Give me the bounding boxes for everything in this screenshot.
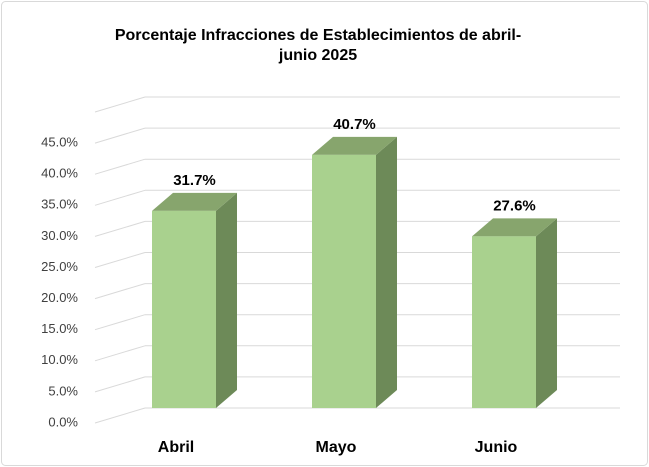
bar-front: [152, 210, 216, 408]
grid-line: [94, 376, 146, 393]
y-tick-label: 45.0%: [41, 135, 78, 150]
bar-front: [312, 154, 376, 408]
bar: [472, 218, 557, 408]
grid-line: [94, 127, 146, 144]
bar-side: [536, 218, 557, 408]
grid-line: [94, 158, 146, 175]
chart-title: Porcentaje Infracciones de Establecimien…: [114, 27, 522, 64]
y-tick-label: 0.0%: [48, 414, 78, 429]
grid-line: [94, 345, 146, 362]
y-tick-label: 30.0%: [41, 228, 78, 243]
x-tick-label: Junio: [475, 439, 518, 456]
bar-side: [376, 136, 397, 408]
y-tick-label: 10.0%: [41, 352, 78, 367]
y-tick-label: 40.0%: [41, 166, 78, 181]
grid-line: [94, 314, 146, 331]
y-tick-label: 20.0%: [41, 290, 78, 305]
grid-line: [94, 252, 146, 268]
bar: [152, 192, 237, 408]
data-label: 40.7%: [333, 116, 376, 133]
y-tick-label: 25.0%: [41, 259, 78, 274]
data-label: 27.6%: [493, 197, 536, 214]
x-tick-label: Abril: [158, 439, 194, 456]
data-label: 31.7%: [173, 172, 216, 189]
y-tick-label: 15.0%: [41, 321, 78, 336]
grid-line: [94, 220, 146, 237]
grid-line: [94, 407, 146, 424]
bar-top: [472, 218, 557, 237]
wall-edge: [94, 96, 146, 113]
bar: [312, 136, 397, 408]
bar-top: [312, 136, 397, 155]
y-tick-label: 35.0%: [41, 197, 78, 212]
bar-front: [472, 236, 536, 408]
grid-line: [94, 189, 146, 206]
bar-top: [152, 192, 237, 211]
grid-line: [94, 283, 146, 300]
bar-side: [216, 192, 237, 408]
x-tick-label: Mayo: [316, 439, 357, 456]
y-tick-label: 5.0%: [48, 383, 78, 398]
